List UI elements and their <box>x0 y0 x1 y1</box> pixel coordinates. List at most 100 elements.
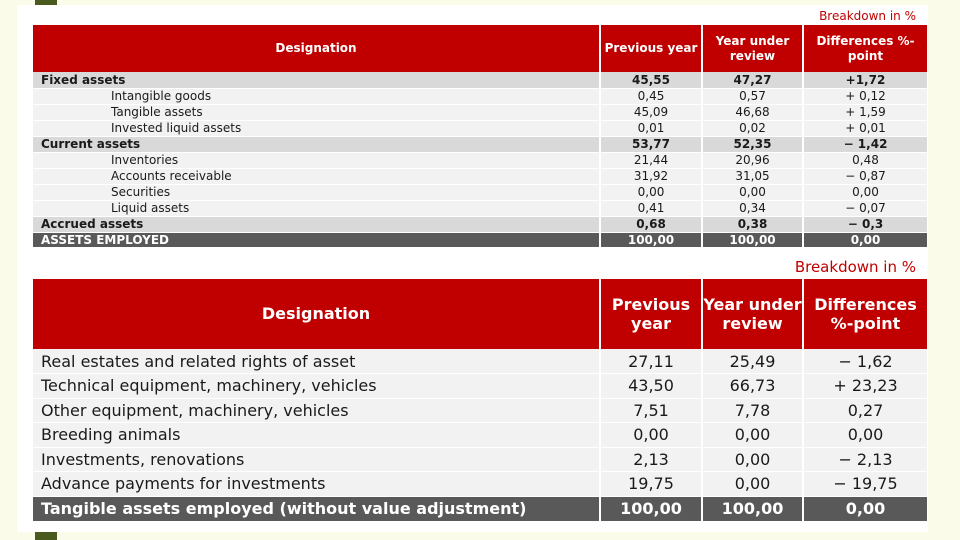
review-year-value: 0,00 <box>702 447 804 472</box>
review-year-value: 0,00 <box>702 184 804 201</box>
col-designation: Designation <box>33 279 601 349</box>
difference-value: 0,48 <box>803 152 927 169</box>
row-label: Current assets <box>33 136 601 153</box>
table1-caption: Breakdown in % <box>819 9 916 23</box>
difference-value: − 0,3 <box>803 216 927 233</box>
row-label: Tangible assets <box>33 104 601 121</box>
table-row: Tangible assets 45,09 46,68 + 1,59 <box>33 104 927 121</box>
col-differences: Differences %-point <box>803 279 927 349</box>
difference-value: − 0,07 <box>803 200 927 217</box>
row-label: Tangible assets employed (without value … <box>33 496 601 522</box>
row-label: Investments, renovations <box>33 447 601 472</box>
review-year-value: 66,73 <box>702 373 804 399</box>
previous-year-value: 0,68 <box>600 216 703 233</box>
table2-header-row: Designation Previous year Year under rev… <box>33 279 927 349</box>
difference-value: + 0,01 <box>803 120 927 137</box>
review-year-value: 100,00 <box>702 232 804 248</box>
table-row: Investments, renovations 2,13 0,00− 2,13 <box>33 447 927 472</box>
difference-value: − 19,75 <box>803 471 927 497</box>
review-year-value: 0,02 <box>702 120 804 137</box>
review-year-value: 46,68 <box>702 104 804 121</box>
tangible-assets-table: Designation Previous year Year under rev… <box>33 279 927 522</box>
col-year-under-review: Year under review <box>702 279 804 349</box>
previous-year-value: 0,45 <box>600 88 703 105</box>
row-label: Inventories <box>33 152 601 169</box>
table-row: Intangible goods 0,45 0,57 + 0,12 <box>33 88 927 105</box>
difference-value: + 23,23 <box>803 373 927 399</box>
table-row: Securities 0,00 0,00 0,00 <box>33 184 927 201</box>
row-label: Accounts receivable <box>33 168 601 185</box>
difference-value: 0,00 <box>803 496 927 522</box>
difference-value: − 2,13 <box>803 447 927 472</box>
review-year-value: 0,34 <box>702 200 804 217</box>
row-label: Accrued assets <box>33 216 601 233</box>
table-row: Breeding animals 0,00 0,00 0,00 <box>33 422 927 448</box>
previous-year-value: 53,77 <box>600 136 703 153</box>
review-year-value: 7,78 <box>702 398 804 423</box>
table-row: Other equipment, machinery, vehicles 7,51… <box>33 398 927 423</box>
review-year-value: 47,27 <box>702 72 804 89</box>
difference-value: − 1,42 <box>803 136 927 153</box>
review-year-value: 25,49 <box>702 349 804 374</box>
table1-header-row: Designation Previous year Year under rev… <box>33 25 927 72</box>
row-label: Liquid assets <box>33 200 601 217</box>
review-year-value: 0,57 <box>702 88 804 105</box>
group-row: Current assets 53,77 52,35− 1,42 <box>33 136 927 153</box>
difference-value: + 0,12 <box>803 88 927 105</box>
previous-year-value: 0,41 <box>600 200 703 217</box>
table-row: Liquid assets 0,41 0,34− 0,07 <box>33 200 927 217</box>
previous-year-value: 27,11 <box>600 349 703 374</box>
difference-value: − 1,62 <box>803 349 927 374</box>
total-row: ASSETS EMPLOYED 100,00 100,00 0,00 <box>33 232 927 248</box>
review-year-value: 0,38 <box>702 216 804 233</box>
difference-value: +1,72 <box>803 72 927 89</box>
difference-value: 0,00 <box>803 184 927 201</box>
table-row: Inventories 21,44 20,96 0,48 <box>33 152 927 169</box>
previous-year-value: 21,44 <box>600 152 703 169</box>
difference-value: 0,00 <box>803 232 927 248</box>
previous-year-value: 45,09 <box>600 104 703 121</box>
review-year-value: 0,00 <box>702 471 804 497</box>
row-label: Other equipment, machinery, vehicles <box>33 398 601 423</box>
previous-year-value: 45,55 <box>600 72 703 89</box>
review-year-value: 52,35 <box>702 136 804 153</box>
col-previous-year: Previous year <box>600 25 703 72</box>
difference-value: 0,27 <box>803 398 927 423</box>
table-row: Real estates and related rights of asset… <box>33 349 927 374</box>
row-label: Securities <box>33 184 601 201</box>
review-year-value: 20,96 <box>702 152 804 169</box>
previous-year-value: 2,13 <box>600 447 703 472</box>
previous-year-value: 100,00 <box>600 496 703 522</box>
previous-year-value: 19,75 <box>600 471 703 497</box>
difference-value: 0,00 <box>803 422 927 448</box>
review-year-value: 100,00 <box>702 496 804 522</box>
previous-year-value: 0,00 <box>600 184 703 201</box>
previous-year-value: 0,00 <box>600 422 703 448</box>
total-row: Tangible assets employed (without value … <box>33 496 927 522</box>
review-year-value: 31,05 <box>702 168 804 185</box>
row-label: Real estates and related rights of asset <box>33 349 601 374</box>
col-year-under-review: Year under review <box>702 25 804 72</box>
balance-breakdown-table: Designation Previous year Year under rev… <box>33 25 927 248</box>
difference-value: − 0,87 <box>803 168 927 185</box>
review-year-value: 0,00 <box>702 422 804 448</box>
row-label: ASSETS EMPLOYED <box>33 232 601 248</box>
previous-year-value: 0,01 <box>600 120 703 137</box>
group-row: Accrued assets 0,68 0,38− 0,3 <box>33 216 927 233</box>
table2-caption: Breakdown in % <box>794 258 916 276</box>
table-row: Technical equipment, machinery, vehicles… <box>33 373 927 399</box>
difference-value: + 1,59 <box>803 104 927 121</box>
previous-year-value: 100,00 <box>600 232 703 248</box>
col-differences: Differences %-point <box>803 25 927 72</box>
row-label: Invested liquid assets <box>33 120 601 137</box>
row-label: Intangible goods <box>33 88 601 105</box>
previous-year-value: 43,50 <box>600 373 703 399</box>
top-decor-bar <box>35 0 57 6</box>
previous-year-value: 31,92 <box>600 168 703 185</box>
table-row: Invested liquid assets 0,01 0,02 + 0,01 <box>33 120 927 137</box>
row-label: Breeding animals <box>33 422 601 448</box>
group-row: Fixed assets 45,55 47,27 +1,72 <box>33 72 927 89</box>
row-label: Fixed assets <box>33 72 601 89</box>
table-row: Advance payments for investments 19,75 0,0… <box>33 471 927 497</box>
col-previous-year: Previous year <box>600 279 703 349</box>
